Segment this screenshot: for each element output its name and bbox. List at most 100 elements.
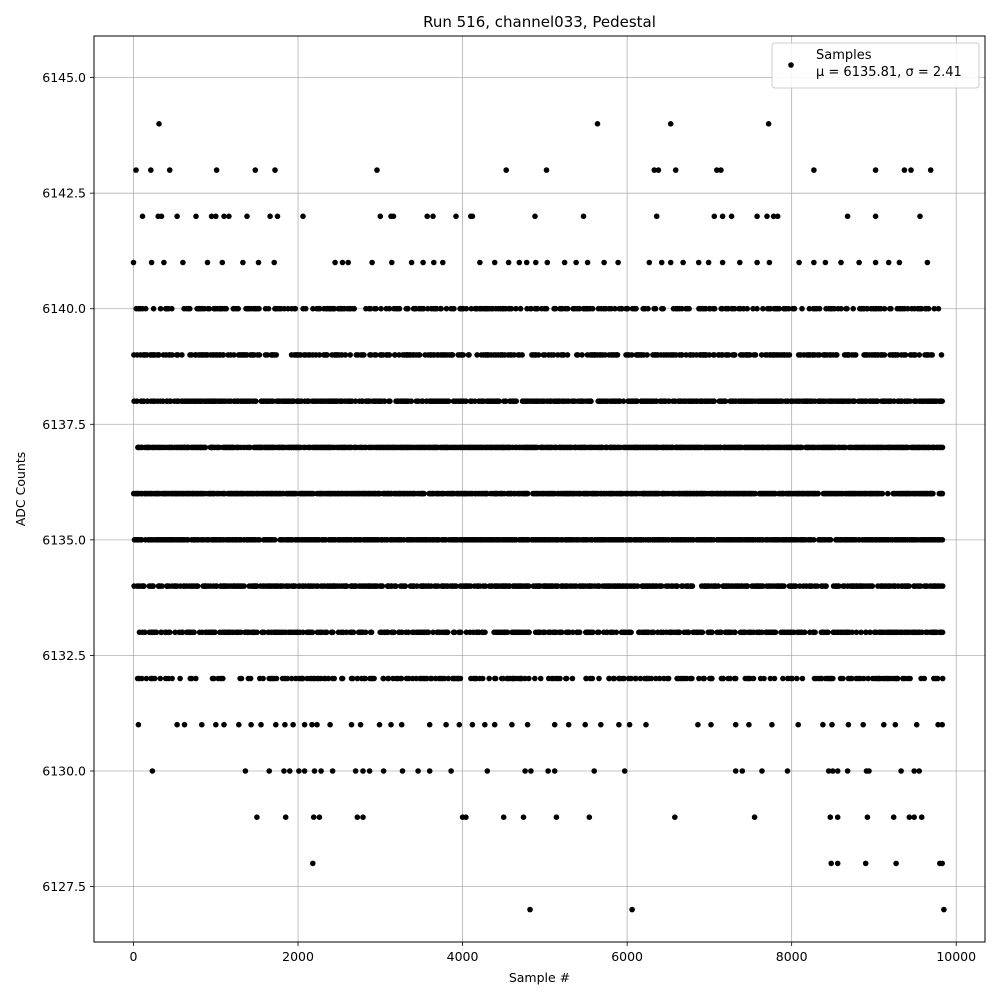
data-point: [332, 259, 338, 266]
data-point: [479, 675, 486, 682]
data-point: [685, 629, 692, 636]
data-point: [533, 259, 539, 266]
data-point: [732, 675, 739, 682]
data-point: [598, 721, 604, 728]
data-point: [559, 629, 565, 636]
data-point: [520, 814, 527, 820]
data-point: [231, 352, 237, 358]
data-point: [153, 629, 160, 636]
data-point: [180, 259, 186, 266]
data-point: [267, 213, 273, 220]
data-point: [524, 490, 531, 497]
data-point: [711, 352, 717, 358]
data-point: [281, 768, 287, 774]
legend: Samples μ = 6135.81, σ = 2.41: [771, 42, 980, 89]
data-point: [935, 537, 941, 543]
data-point: [244, 213, 250, 220]
data-point: [361, 352, 367, 358]
data-point: [770, 213, 777, 220]
data-point: [620, 398, 627, 405]
data-point: [513, 398, 519, 405]
data-point: [828, 675, 834, 682]
data-point: [761, 675, 767, 682]
data-point: [238, 629, 244, 636]
data-point: [453, 213, 459, 220]
data-point: [290, 721, 296, 728]
data-point: [646, 259, 653, 266]
data-point: [310, 860, 316, 867]
data-point: [492, 675, 499, 682]
data-point: [751, 814, 758, 820]
data-point: [310, 814, 317, 820]
data-point: [135, 721, 142, 728]
data-point: [339, 259, 346, 266]
data-point: [386, 352, 393, 358]
data-point: [204, 259, 211, 266]
data-point: [844, 768, 851, 774]
data-point: [737, 259, 743, 266]
data-point: [151, 675, 158, 682]
data-point: [931, 629, 937, 636]
data-point: [781, 583, 787, 589]
data-point: [864, 814, 871, 820]
data-point: [769, 721, 775, 728]
data-point: [256, 305, 262, 312]
data-point: [443, 305, 450, 312]
data-point: [615, 259, 621, 266]
y-tick-label: 6137.5: [42, 417, 86, 432]
data-point: [759, 768, 765, 774]
data-point: [645, 305, 651, 312]
data-point: [583, 675, 589, 682]
data-point: [134, 398, 140, 405]
data-point: [816, 305, 823, 312]
data-point: [563, 675, 570, 682]
data-point: [754, 259, 760, 266]
data-point: [906, 583, 912, 589]
data-point: [822, 259, 829, 266]
data-point: [213, 213, 219, 220]
data-point: [220, 675, 226, 682]
data-point: [273, 721, 279, 728]
data-point: [309, 721, 315, 728]
data-point: [705, 259, 712, 266]
data-point: [930, 490, 936, 497]
data-point: [445, 398, 452, 405]
data-point: [722, 398, 729, 405]
data-point: [451, 305, 457, 312]
data-point: [732, 768, 739, 774]
data-point: [760, 305, 766, 312]
data-point: [265, 305, 272, 312]
data-point: [314, 721, 320, 728]
data-point: [929, 352, 935, 358]
data-point: [586, 814, 593, 820]
data-point: [240, 259, 246, 266]
data-point: [323, 629, 330, 636]
data-point: [156, 121, 162, 127]
data-point: [706, 352, 713, 358]
data-point: [421, 490, 427, 497]
data-point: [849, 675, 855, 682]
data-point: [408, 398, 415, 405]
data-point: [468, 305, 475, 312]
data-point: [621, 768, 628, 774]
data-point: [739, 768, 746, 774]
data-point: [725, 305, 732, 312]
data-point: [834, 860, 841, 867]
data-point: [527, 906, 533, 913]
data-point: [591, 768, 597, 774]
data-point: [811, 259, 817, 266]
data-point: [938, 352, 945, 358]
data-point: [360, 814, 366, 820]
data-point: [466, 352, 472, 358]
data-point: [380, 675, 387, 682]
data-point: [149, 768, 156, 774]
data-point: [509, 721, 515, 728]
data-point: [241, 583, 247, 589]
data-point: [931, 305, 938, 312]
data-point: [719, 259, 726, 266]
data-point: [438, 305, 444, 312]
data-point: [141, 583, 147, 589]
data-point: [260, 675, 266, 682]
